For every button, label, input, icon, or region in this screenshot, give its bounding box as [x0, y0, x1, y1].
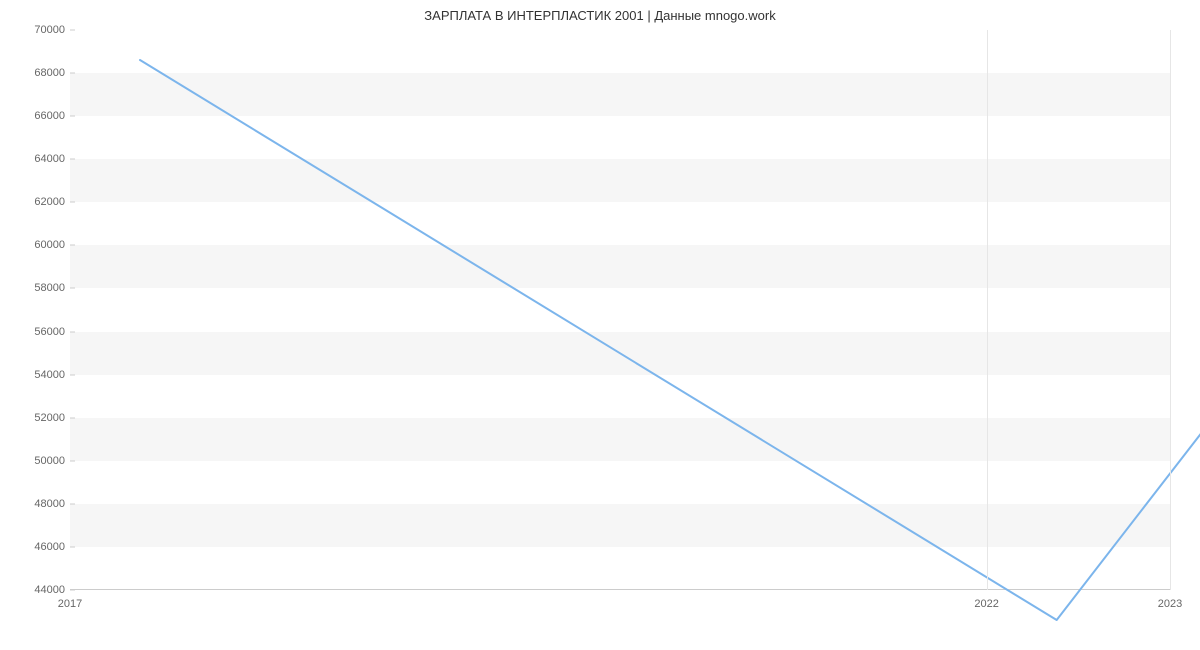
y-axis-tick-label: 44000	[34, 584, 65, 596]
x-axis-tick-label: 2023	[1158, 598, 1182, 610]
plot-area	[70, 30, 1170, 590]
y-axis-tick-mark	[70, 30, 75, 31]
y-axis-tick-mark	[70, 288, 75, 289]
line-series	[140, 60, 1200, 620]
x-axis-tick-label: 2022	[974, 598, 998, 610]
y-axis-tick-label: 50000	[34, 455, 65, 467]
y-axis-tick-mark	[70, 417, 75, 418]
y-axis-tick-mark	[70, 202, 75, 203]
y-axis-tick-mark	[70, 546, 75, 547]
y-axis-tick-mark	[70, 374, 75, 375]
y-axis-tick-mark	[70, 460, 75, 461]
y-axis-tick-mark	[70, 590, 75, 591]
y-axis-tick-label: 68000	[34, 67, 65, 79]
y-axis-tick-mark	[70, 73, 75, 74]
y-axis-tick-label: 66000	[34, 110, 65, 122]
y-axis-tick-label: 64000	[34, 153, 65, 165]
y-axis-tick-label: 46000	[34, 541, 65, 553]
y-axis-tick-mark	[70, 159, 75, 160]
y-axis-tick-mark	[70, 503, 75, 504]
y-axis-tick-label: 62000	[34, 196, 65, 208]
x-gridline	[987, 30, 988, 590]
y-axis-tick-label: 52000	[34, 412, 65, 424]
x-axis-tick-label: 2017	[58, 598, 82, 610]
y-axis-tick-mark	[70, 116, 75, 117]
y-axis-tick-label: 48000	[34, 498, 65, 510]
chart-title: ЗАРПЛАТА В ИНТЕРПЛАСТИК 2001 | Данные mn…	[0, 0, 1200, 23]
y-axis-tick-label: 54000	[34, 369, 65, 381]
y-axis-tick-label: 56000	[34, 326, 65, 338]
y-axis-tick-label: 70000	[34, 24, 65, 36]
y-axis-tick-mark	[70, 331, 75, 332]
x-gridline	[1170, 30, 1171, 590]
y-axis-tick-label: 58000	[34, 282, 65, 294]
y-axis-tick-mark	[70, 245, 75, 246]
y-axis-tick-label: 60000	[34, 239, 65, 251]
